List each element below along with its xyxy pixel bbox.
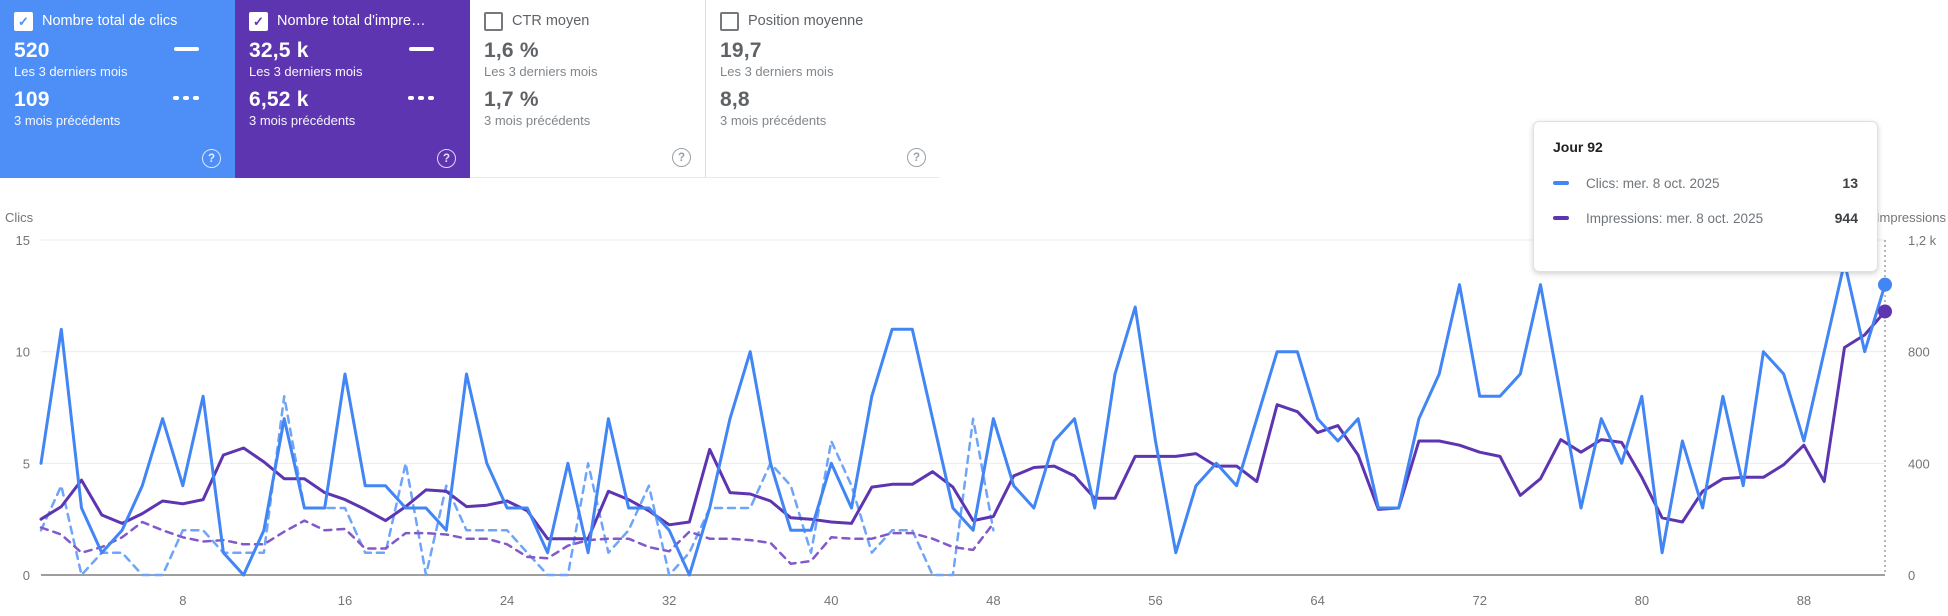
card-average-ctr[interactable]: CTR moyen 1,6 % Les 3 derniers mois 1,7 … bbox=[470, 0, 705, 178]
right-axis-tick: 0 bbox=[1908, 568, 1915, 583]
metric-previous: 109 3 mois précédents bbox=[14, 87, 221, 129]
metric-value: 19,7 bbox=[720, 39, 762, 62]
metric-previous: 8,8 3 mois précédents bbox=[720, 87, 926, 129]
series-solid-impressions bbox=[39, 310, 1887, 541]
tooltip-title: Jour 92 bbox=[1553, 139, 1603, 155]
card-title: Nombre total de clics bbox=[42, 13, 178, 29]
card-total-impressions[interactable]: ✓ Nombre total d'impre… 32,5 k Les 3 der… bbox=[235, 0, 470, 178]
left-axis-tick: 10 bbox=[16, 345, 30, 360]
x-axis-tick: 32 bbox=[662, 593, 676, 608]
hover-dot-clicks bbox=[1878, 277, 1892, 292]
metric-current: 32,5 k Les 3 derniers mois bbox=[249, 38, 456, 80]
metric-label: Les 3 derniers mois bbox=[249, 64, 363, 79]
x-axis-tick: 56 bbox=[1148, 593, 1162, 608]
card-header: CTR moyen bbox=[484, 11, 691, 31]
help-icon[interactable]: ? bbox=[437, 149, 456, 168]
tooltip-value: 13 bbox=[1842, 175, 1858, 191]
series-dashed-impressions bbox=[39, 519, 995, 566]
metric-value: 32,5 k bbox=[249, 39, 309, 62]
left-axis-tick: 15 bbox=[16, 233, 30, 248]
metric-previous: 1,7 % 3 mois précédents bbox=[484, 87, 691, 129]
right-axis-tick: 400 bbox=[1908, 456, 1930, 471]
metric-previous: 6,52 k 3 mois précédents bbox=[249, 87, 456, 129]
impressions-series-icon bbox=[1553, 215, 1569, 221]
metric-current: 1,6 % Les 3 derniers mois bbox=[484, 38, 691, 80]
tooltip-label: Clics: mer. 8 oct. 2025 bbox=[1586, 175, 1720, 191]
card-header: ✓ Nombre total d'impre… bbox=[249, 11, 456, 31]
metric-label: 3 mois précédents bbox=[484, 113, 591, 128]
tooltip-row-clicks: Clics: mer. 8 oct. 2025 13 bbox=[1553, 171, 1858, 195]
metric-label: 3 mois précédents bbox=[720, 113, 827, 128]
card-title: CTR moyen bbox=[512, 13, 590, 29]
x-axis-tick: 8 bbox=[179, 593, 186, 608]
card-header: ✓ Nombre total de clics bbox=[14, 11, 221, 31]
tooltip-value: 944 bbox=[1834, 210, 1858, 226]
card-title: Nombre total d'impre… bbox=[277, 13, 426, 29]
x-axis-tick: 80 bbox=[1635, 593, 1649, 608]
x-axis-tick: 48 bbox=[986, 593, 1000, 608]
help-icon[interactable]: ? bbox=[202, 149, 221, 168]
chart-tooltip: Jour 92 Clics: mer. 8 oct. 2025 13 Impre… bbox=[1533, 121, 1878, 272]
metric-value: 1,7 % bbox=[484, 88, 539, 111]
x-axis-tick: 72 bbox=[1472, 593, 1486, 608]
tooltip-label: Impressions: mer. 8 oct. 2025 bbox=[1586, 210, 1764, 226]
metric-label: 3 mois précédents bbox=[14, 113, 121, 128]
metric-label: Les 3 derniers mois bbox=[14, 64, 128, 79]
tooltip-row-impressions: Impressions: mer. 8 oct. 2025 944 bbox=[1553, 206, 1858, 230]
left-axis-tick: 5 bbox=[23, 456, 30, 471]
x-axis-tick: 16 bbox=[338, 593, 352, 608]
metric-value: 520 bbox=[14, 39, 50, 62]
metric-cards-row: ✓ Nombre total de clics 520 Les 3 dernie… bbox=[0, 0, 940, 178]
metric-value: 1,6 % bbox=[484, 39, 539, 62]
metric-label: Les 3 derniers mois bbox=[484, 64, 598, 79]
x-axis-tick: 24 bbox=[500, 593, 514, 608]
right-axis-tick: 1,2 k bbox=[1908, 233, 1937, 248]
help-icon[interactable]: ? bbox=[907, 148, 926, 167]
series-dashed-clicks bbox=[39, 395, 995, 577]
solid-line-legend-icon bbox=[409, 47, 434, 51]
metric-value: 6,52 k bbox=[249, 88, 309, 111]
right-axis-title: Impressions bbox=[1876, 210, 1947, 225]
checkbox-unchecked-icon[interactable] bbox=[484, 11, 503, 31]
clicks-series-icon bbox=[1553, 180, 1569, 186]
card-total-clicks[interactable]: ✓ Nombre total de clics 520 Les 3 dernie… bbox=[0, 0, 235, 178]
x-axis-tick: 88 bbox=[1797, 593, 1811, 608]
card-average-position[interactable]: Position moyenne 19,7 Les 3 derniers moi… bbox=[705, 0, 940, 178]
checkbox-checked-icon[interactable]: ✓ bbox=[249, 11, 268, 31]
card-header: Position moyenne bbox=[720, 11, 926, 31]
solid-line-legend-icon bbox=[174, 47, 199, 51]
metric-value: 109 bbox=[14, 88, 50, 111]
right-axis-tick: 800 bbox=[1908, 345, 1930, 360]
dashed-line-legend-icon bbox=[173, 96, 199, 100]
metric-value: 8,8 bbox=[720, 88, 750, 111]
checkbox-unchecked-icon[interactable] bbox=[720, 11, 739, 31]
metric-current: 19,7 Les 3 derniers mois bbox=[720, 38, 926, 80]
help-icon[interactable]: ? bbox=[672, 148, 691, 167]
left-axis-title: Clics bbox=[5, 210, 34, 225]
series-solid-clicks bbox=[39, 260, 1887, 577]
hover-dot-impressions bbox=[1878, 304, 1892, 319]
x-axis-tick: 40 bbox=[824, 593, 838, 608]
metric-current: 520 Les 3 derniers mois bbox=[14, 38, 221, 80]
metric-label: Les 3 derniers mois bbox=[720, 64, 834, 79]
dashed-line-legend-icon bbox=[408, 96, 434, 100]
x-axis-tick: 64 bbox=[1310, 593, 1324, 608]
metric-label: 3 mois précédents bbox=[249, 113, 356, 128]
checkbox-checked-icon[interactable]: ✓ bbox=[14, 11, 33, 31]
card-title: Position moyenne bbox=[748, 13, 864, 29]
left-axis-tick: 0 bbox=[23, 568, 30, 583]
